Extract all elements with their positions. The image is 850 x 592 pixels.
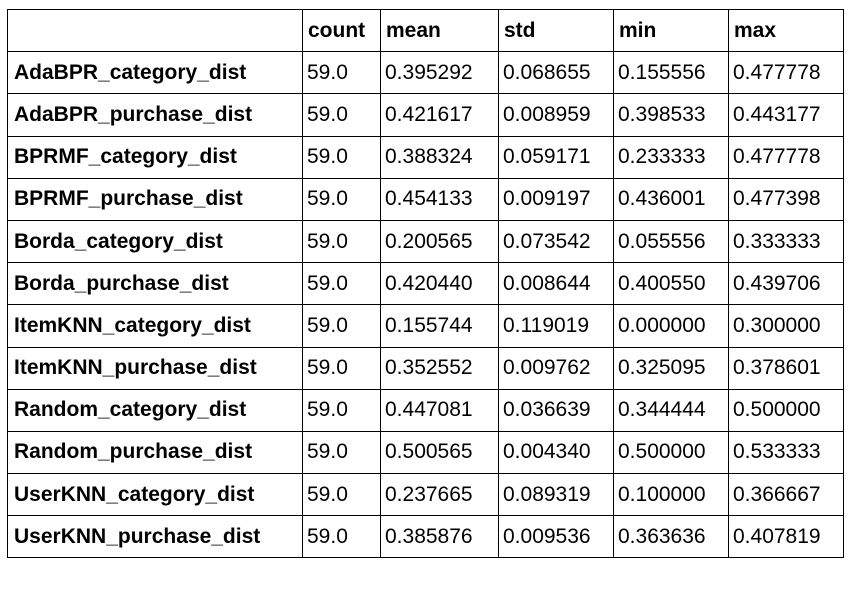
cell-mean: 0.500565 [380,430,499,475]
cell-std: 0.068655 [498,51,614,95]
cell-mean: 0.421617 [380,93,499,137]
cell-min: 0.436001 [613,177,729,221]
row-label: Random_purchase_dist [7,430,303,475]
cell-std: 0.036639 [498,388,614,432]
cell-mean: 0.155744 [380,304,499,348]
table-row: BPRMF_category_dist 59.0 0.388324 0.059171 0… [7,135,844,179]
cell-mean: 0.454133 [380,177,499,221]
cell-count: 59.0 [302,135,381,179]
row-label: ItemKNN_category_dist [7,304,303,348]
cell-mean: 0.200565 [380,219,499,264]
cell-mean: 0.447081 [380,388,499,432]
cell-max: 0.378601 [728,346,844,390]
cell-max: 0.477778 [728,135,844,179]
header-cell-count: count [302,8,381,53]
cell-min: 0.100000 [613,473,729,517]
cell-min: 0.155556 [613,51,729,95]
cell-min: 0.055556 [613,219,729,264]
cell-mean: 0.237665 [380,473,499,517]
cell-std: 0.009536 [498,515,614,559]
table-body: AdaBPR_category_dist 59.0 0.395292 0.068655… [7,51,844,559]
cell-std: 0.008644 [498,262,614,306]
table-row: BPRMF_purchase_dist 59.0 0.454133 0.009197 0… [7,177,844,221]
cell-max: 0.533333 [728,430,844,475]
stats-table: count mean std min max AdaBPR_category_d… [7,8,844,559]
cell-std: 0.119019 [498,304,614,348]
row-label: Borda_purchase_dist [7,262,303,306]
cell-count: 59.0 [302,304,381,348]
cell-min: 0.000000 [613,304,729,348]
table-row: Random_category_dist 59.0 0.447081 0.036639… [7,388,844,432]
row-label: BPRMF_purchase_dist [7,177,303,221]
cell-std: 0.059171 [498,135,614,179]
header-cell-std: std [498,8,614,53]
row-label: Random_category_dist [7,388,303,432]
row-label: UserKNN_category_dist [7,473,303,517]
row-label: AdaBPR_category_dist [7,51,303,95]
table-row: Borda_purchase_dist 59.0 0.420440 0.008644 0… [7,262,844,306]
stats-table-container: count mean std min max AdaBPR_category_d… [7,8,844,559]
cell-max: 0.366667 [728,473,844,517]
table-row: ItemKNN_purchase_dist 59.0 0.352552 0.00976… [7,346,844,390]
cell-max: 0.439706 [728,262,844,306]
table-row: AdaBPR_purchase_dist 59.0 0.421617 0.008959… [7,93,844,137]
row-label: AdaBPR_purchase_dist [7,93,303,137]
cell-count: 59.0 [302,262,381,306]
cell-min: 0.344444 [613,388,729,432]
cell-min: 0.233333 [613,135,729,179]
cell-std: 0.009197 [498,177,614,221]
cell-count: 59.0 [302,430,381,475]
table-row: UserKNN_category_dist 59.0 0.237665 0.08931… [7,473,844,517]
table-row: AdaBPR_category_dist 59.0 0.395292 0.068655… [7,51,844,95]
cell-max: 0.443177 [728,93,844,137]
cell-min: 0.500000 [613,430,729,475]
cell-count: 59.0 [302,346,381,390]
cell-std: 0.004340 [498,430,614,475]
cell-max: 0.333333 [728,219,844,264]
cell-mean: 0.385876 [380,515,499,559]
header-cell-index [7,8,303,53]
header-cell-min: min [613,8,729,53]
cell-std: 0.009762 [498,346,614,390]
cell-std: 0.073542 [498,219,614,264]
header-cell-max: max [728,8,844,53]
cell-min: 0.400550 [613,262,729,306]
cell-mean: 0.388324 [380,135,499,179]
table-row: ItemKNN_category_dist 59.0 0.155744 0.11901… [7,304,844,348]
cell-count: 59.0 [302,473,381,517]
cell-count: 59.0 [302,388,381,432]
cell-max: 0.300000 [728,304,844,348]
cell-min: 0.398533 [613,93,729,137]
cell-count: 59.0 [302,93,381,137]
cell-count: 59.0 [302,177,381,221]
cell-max: 0.477778 [728,51,844,95]
row-label: BPRMF_category_dist [7,135,303,179]
cell-mean: 0.395292 [380,51,499,95]
table-row: UserKNN_purchase_dist 59.0 0.385876 0.00953… [7,515,844,559]
cell-max: 0.477398 [728,177,844,221]
cell-min: 0.363636 [613,515,729,559]
cell-count: 59.0 [302,219,381,264]
header-row: count mean std min max [7,8,844,53]
cell-mean: 0.420440 [380,262,499,306]
table-row: Random_purchase_dist 59.0 0.500565 0.004340… [7,430,844,475]
header-cell-mean: mean [380,8,499,53]
row-label: ItemKNN_purchase_dist [7,346,303,390]
cell-mean: 0.352552 [380,346,499,390]
cell-std: 0.008959 [498,93,614,137]
row-label: UserKNN_purchase_dist [7,515,303,559]
cell-count: 59.0 [302,515,381,559]
cell-max: 0.500000 [728,388,844,432]
cell-count: 59.0 [302,51,381,95]
cell-min: 0.325095 [613,346,729,390]
cell-max: 0.407819 [728,515,844,559]
table-row: Borda_category_dist 59.0 0.200565 0.073542 0… [7,219,844,264]
cell-std: 0.089319 [498,473,614,517]
row-label: Borda_category_dist [7,219,303,264]
